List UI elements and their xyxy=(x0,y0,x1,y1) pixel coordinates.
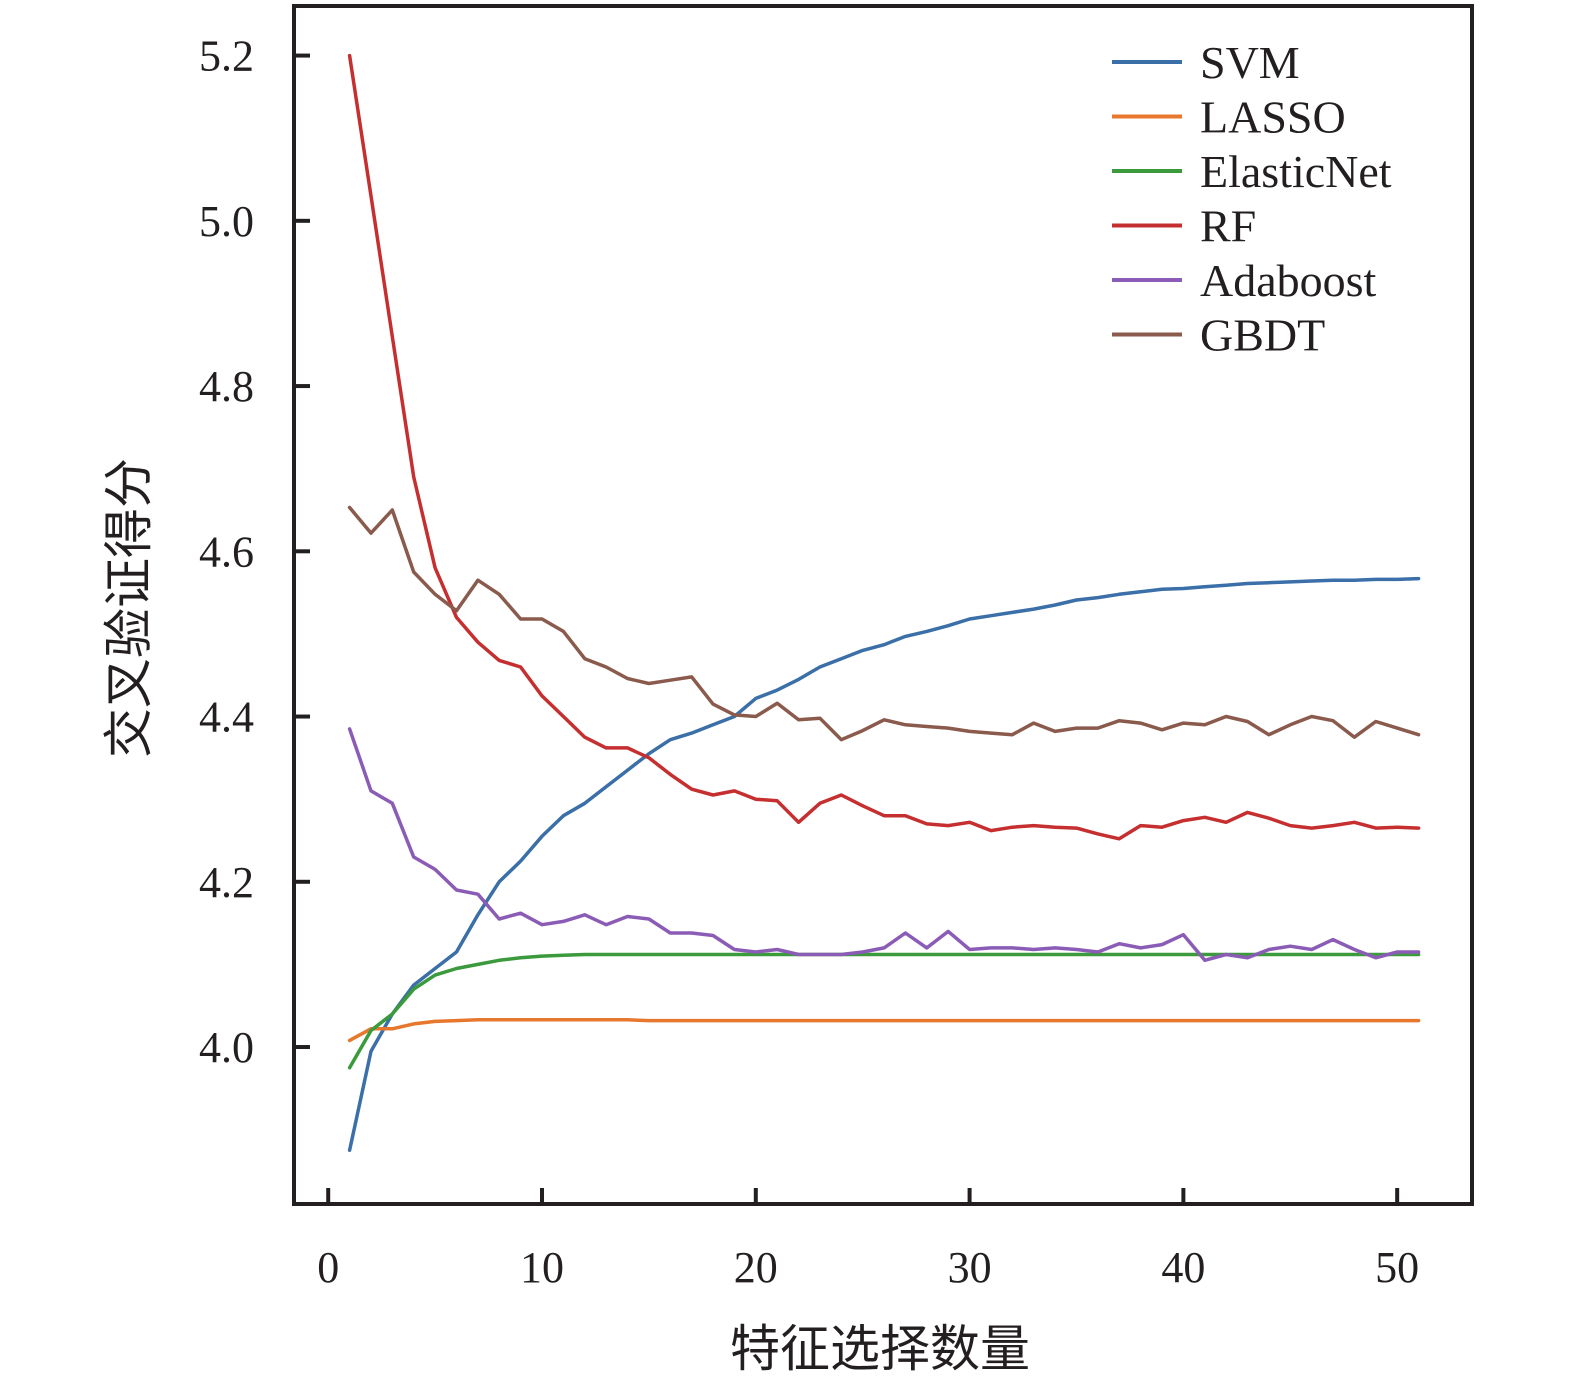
legend-label-adaboost: Adaboost xyxy=(1200,255,1377,306)
y-tick-label: 4.4 xyxy=(199,693,254,742)
series-line-adaboost xyxy=(347,727,1421,963)
legend-label-gbdt: GBDT xyxy=(1200,310,1325,361)
x-axis-label: 特征选择数量 xyxy=(730,1321,1030,1377)
series-layer xyxy=(347,53,1421,1153)
x-tick-label: 0 xyxy=(317,1243,339,1292)
legend-label-rf: RF xyxy=(1200,201,1256,252)
x-tick-label: 40 xyxy=(1161,1243,1205,1292)
series-line-gbdt xyxy=(347,505,1421,742)
x-tick-label: 50 xyxy=(1375,1243,1419,1292)
series-line-svm xyxy=(347,576,1421,1153)
y-tick-label: 4.6 xyxy=(199,527,254,576)
x-tick-label: 10 xyxy=(520,1243,564,1292)
y-tick-label: 4.2 xyxy=(199,858,254,907)
y-tick-label: 4.8 xyxy=(199,362,254,411)
series-line-rf xyxy=(347,53,1421,841)
y-axis-label: 交叉验证得分 xyxy=(101,458,157,758)
series-line-lasso xyxy=(347,1018,1421,1043)
legend-label-elasticnet: ElasticNet xyxy=(1200,146,1392,197)
legend-label-lasso: LASSO xyxy=(1200,92,1346,143)
y-tick-label: 5.2 xyxy=(199,32,254,81)
ticks-layer: 0 10 20 30 40 50 4.0 4.2 4.4 4.6 4.8 5.0 5.2 xyxy=(199,32,1419,1292)
y-tick-label: 4.0 xyxy=(199,1023,254,1072)
y-tick-label: 5.0 xyxy=(199,197,254,246)
series-line-elasticnet xyxy=(347,952,1421,1070)
legend-label-svm: SVM xyxy=(1200,37,1300,88)
plot-frame xyxy=(292,4,1474,1206)
x-tick-label: 20 xyxy=(734,1243,778,1292)
x-tick-label: 30 xyxy=(948,1243,992,1292)
